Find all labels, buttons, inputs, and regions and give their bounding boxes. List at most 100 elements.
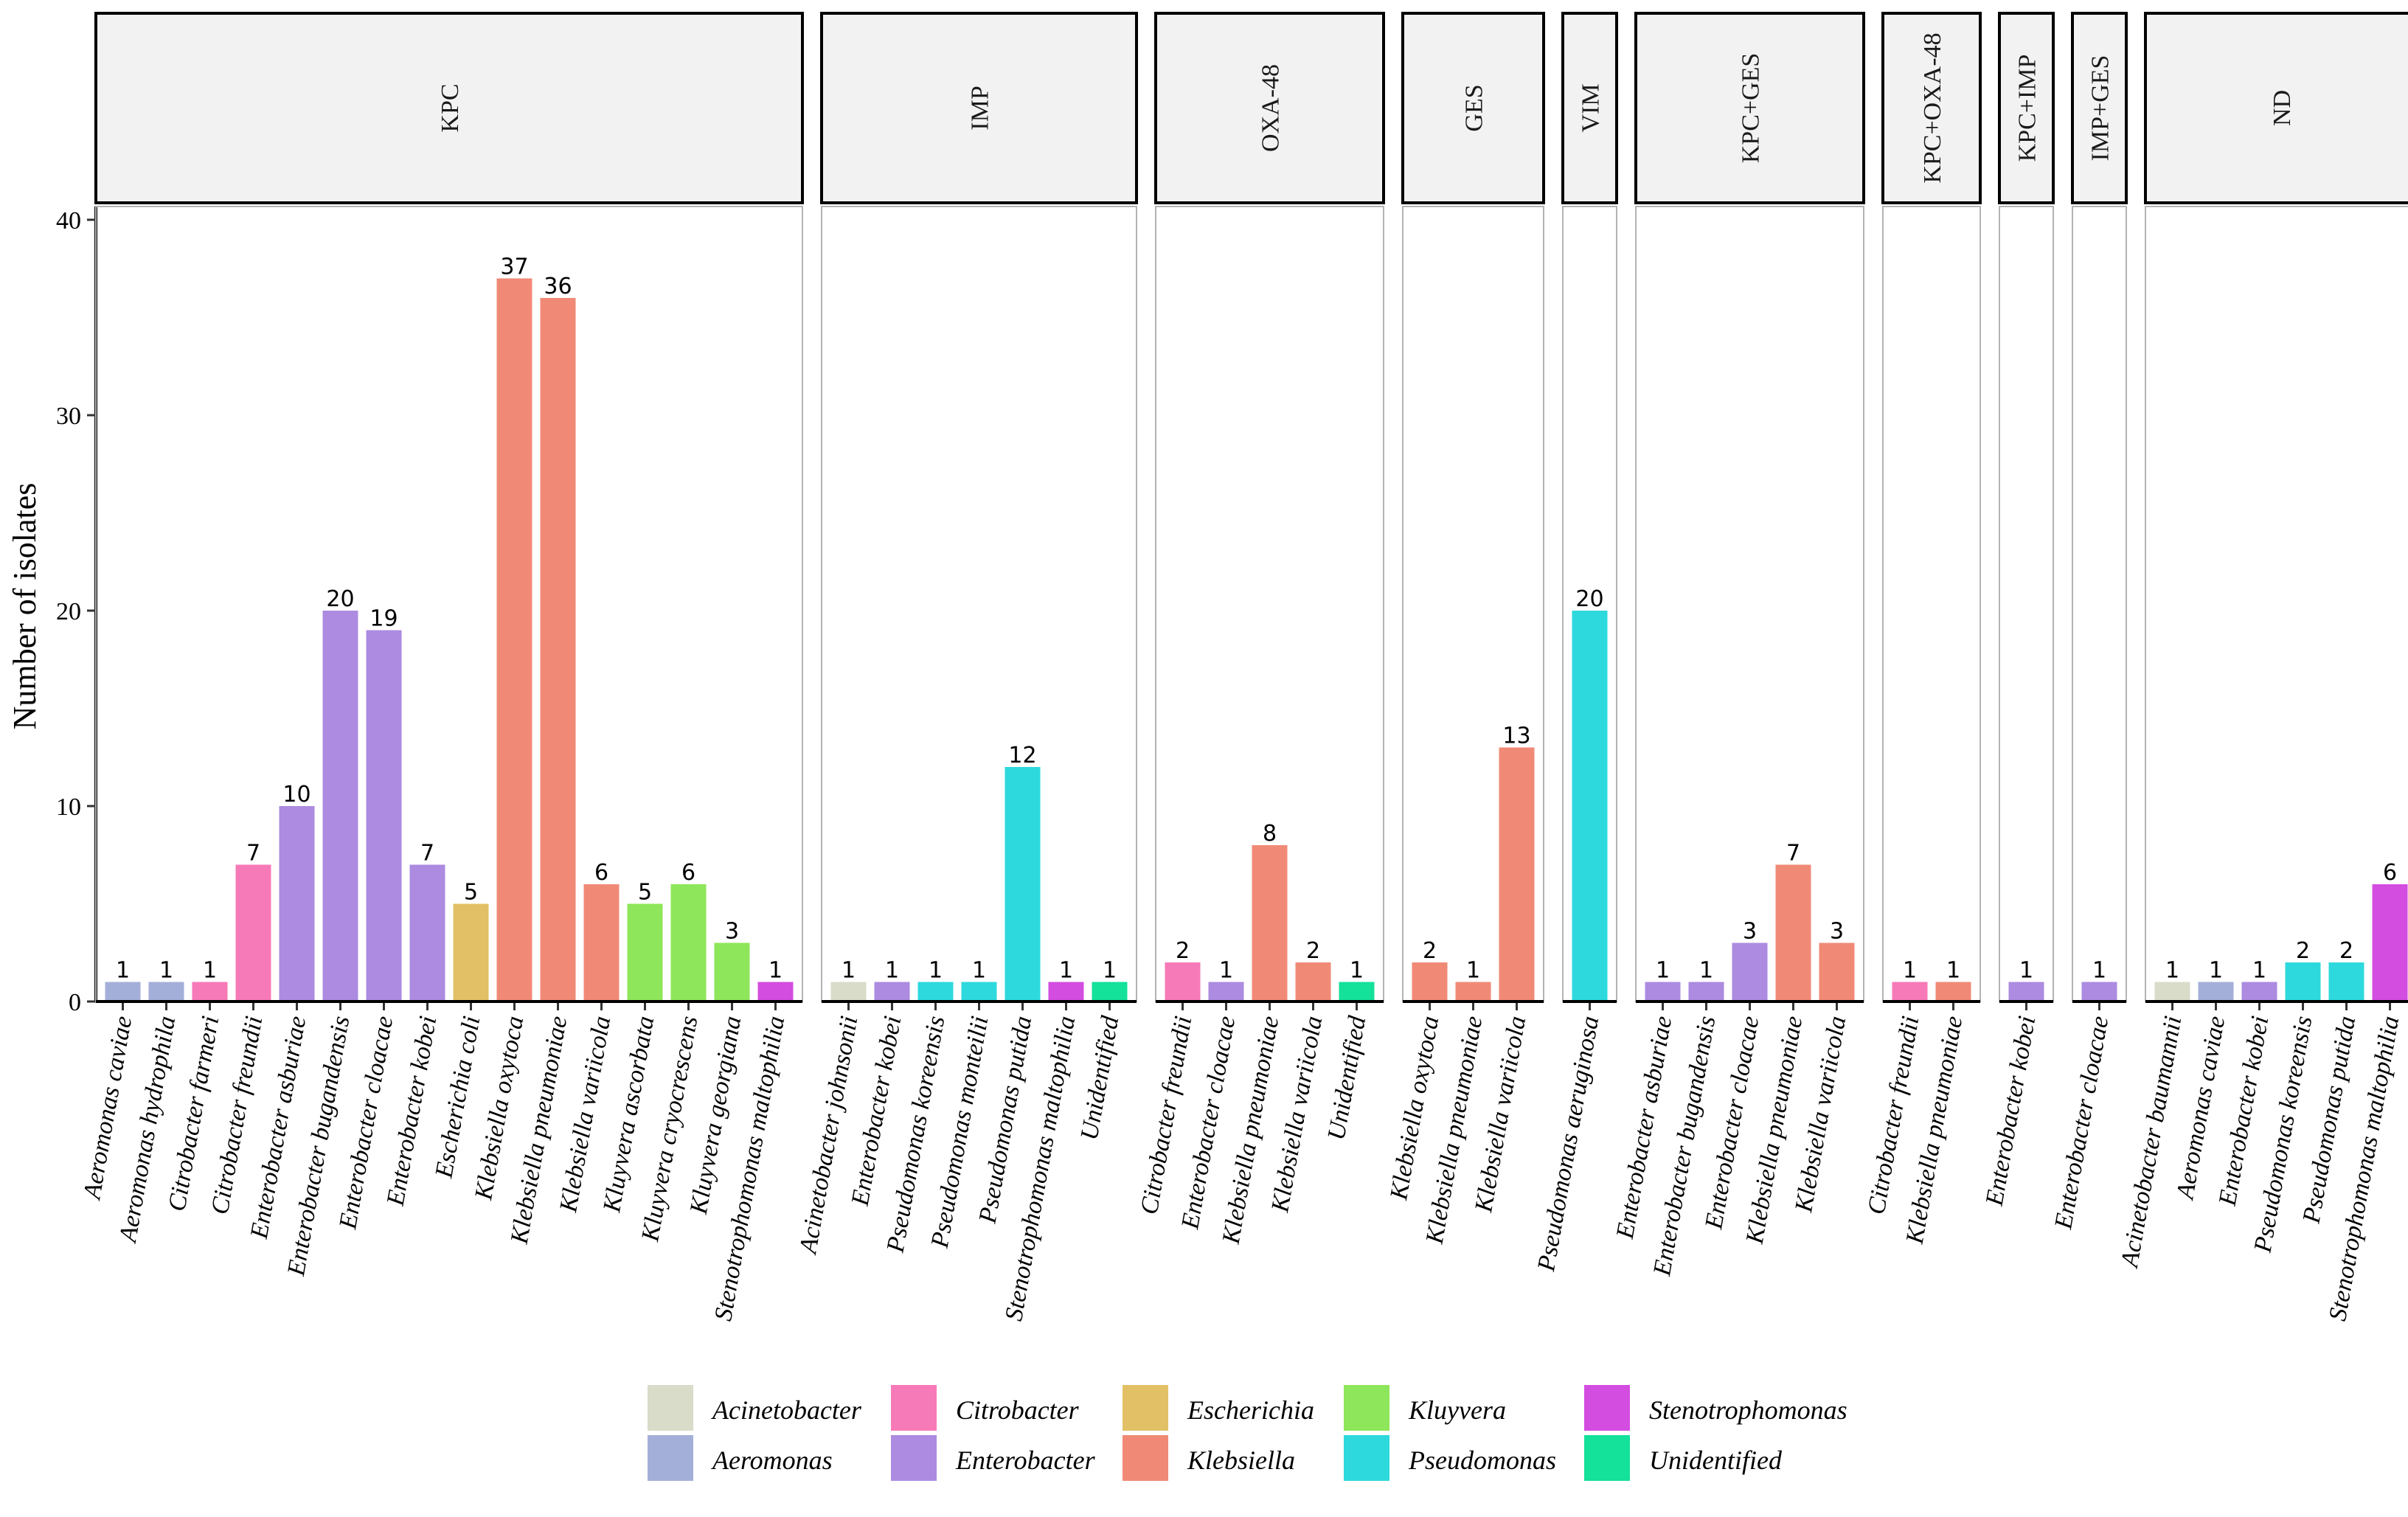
panel-vim: VIM 20 Pseudomonas aeruginosa: [1533, 12, 1618, 1274]
panel-border: [95, 206, 803, 1002]
bar-value-label: 12: [1008, 743, 1036, 768]
bar-kpc-aeromonas-hydrophila: [148, 982, 184, 1002]
bar-nd-pseudomonas-putida: [2328, 962, 2364, 1002]
legend-label: Enterobacter: [955, 1445, 1096, 1475]
legend-swatch: [1344, 1385, 1389, 1431]
bar-value-label: 2: [2296, 938, 2310, 964]
legend-item-klebsiella: Klebsiella: [1123, 1435, 1295, 1481]
legend-swatch: [1123, 1385, 1168, 1431]
strip-label: ND: [2269, 90, 2296, 126]
strip-label: KPC: [437, 83, 464, 132]
bar-value-label: 1: [885, 958, 899, 984]
legend-swatch: [648, 1435, 693, 1481]
bar-value-label: 6: [594, 860, 608, 886]
legend-label: Klebsiella: [1187, 1445, 1295, 1475]
bar-value-label: 19: [369, 606, 398, 632]
x-tick-label: Acinetobacter baumannii: [2116, 1014, 2187, 1271]
bar-kpc-ges-enterobacter-cloacae: [1732, 943, 1768, 1002]
bar-imp-ges-enterobacter-cloacae: [2081, 982, 2117, 1002]
bar-value-label: 20: [1575, 586, 1603, 612]
bar-value-label: 1: [1656, 958, 1670, 984]
strip-header: [1561, 12, 1618, 204]
legend-item-acinetobacter: Acinetobacter: [648, 1385, 862, 1431]
bar-imp-pseudomonas-koreensis: [917, 982, 954, 1002]
bar-value-label: 1: [159, 958, 173, 984]
bar-value-label: 1: [116, 958, 130, 984]
strip-header: [2144, 12, 2408, 204]
bar-vim-pseudomonas-aeruginosa: [1572, 611, 1608, 1002]
strip-label: GES: [1461, 84, 1488, 131]
bar-value-label: 1: [1699, 958, 1713, 984]
strip-header: [2071, 12, 2128, 204]
bar-kpc-ges-enterobacter-bugandensis: [1688, 982, 1724, 1002]
bar-value-label: 37: [500, 254, 528, 280]
bar-ges-klebsiella-pneumoniae: [1455, 982, 1491, 1002]
bar-kpc-klebsiella-pneumoniae: [540, 298, 576, 1002]
bar-value-label: 1: [842, 958, 856, 984]
legend-swatch: [891, 1435, 937, 1481]
legend-item-enterobacter: Enterobacter: [891, 1435, 1096, 1481]
bar-kpc-ges-klebsiella-pneumoniae: [1775, 864, 1811, 1002]
bar-value-label: 1: [972, 958, 986, 984]
bar-value-label: 7: [1786, 841, 1800, 867]
bar-oxa-48-citrobacter-freundii: [1165, 962, 1201, 1002]
bar-value-label: 1: [1219, 958, 1233, 984]
bar-value-label: 6: [2383, 860, 2397, 886]
panel-border: [821, 206, 1137, 1002]
bar-imp-pseudomonas-monteilii: [961, 982, 997, 1002]
y-axis: 0 10 20 30 40: [56, 206, 97, 1016]
bar-value-label: 5: [464, 880, 478, 906]
bar-value-label: 1: [1466, 958, 1480, 984]
bar-value-label: 7: [246, 841, 260, 867]
strip-header: [820, 12, 1138, 204]
panel-imp-ges: IMP+GES 1 Enterobacter cloacae: [2050, 12, 2128, 1232]
legend-label: Unidentified: [1649, 1445, 1783, 1475]
bar-kpc-imp-enterobacter-kobei: [2008, 982, 2044, 1002]
bar-ges-klebsiella-oxytoca: [1412, 962, 1448, 1002]
y-tick-label: 30: [56, 403, 81, 430]
bar-nd-stenotrophomonas-maltophilia: [2372, 884, 2408, 1002]
bar-imp-acinetobacter-johnsonii: [830, 982, 867, 1002]
y-tick-label: 10: [56, 794, 81, 821]
strip-header: [94, 12, 804, 204]
bar-nd-pseudomonas-koreensis: [2285, 962, 2321, 1002]
x-tick-label: Acinetobacter johnsonii: [794, 1014, 863, 1257]
x-tick-label: Enterobacter kobei: [1981, 1014, 2041, 1209]
bar-value-label: 1: [2019, 958, 2033, 984]
panel-border: [1882, 206, 1981, 1002]
panel-border: [1635, 206, 1864, 1002]
bar-value-label: 5: [638, 880, 652, 906]
bar-imp-pseudomonas-putida: [1005, 767, 1041, 1002]
y-axis-label: Number of isolates: [7, 483, 43, 730]
strip-header: [1154, 12, 1385, 204]
bar-kpc-ges-enterobacter-asburiae: [1645, 982, 1681, 1002]
bar-oxa-48-enterobacter-cloacae: [1208, 982, 1244, 1002]
legend-label: Kluyvera: [1408, 1395, 1506, 1425]
legend-swatch: [891, 1385, 937, 1431]
legend-label: Citrobacter: [956, 1395, 1080, 1425]
y-tick-label: 20: [56, 598, 81, 625]
panel-kpc-imp: KPC+IMP 1 Enterobacter kobei: [1981, 12, 2055, 1209]
legend-item-pseudomonas: Pseudomonas: [1344, 1435, 1556, 1481]
y-tick-label: 0: [69, 989, 81, 1016]
strip-header: [1881, 12, 1982, 204]
bar-nd-aeromonas-caviae: [2198, 982, 2234, 1002]
bar-kpc-oxa-48-klebsiella-pneumoniae: [1935, 982, 1971, 1002]
bar-nd-acinetobacter-baumannii: [2154, 982, 2190, 1002]
bar-kpc-enterobacter-bugandensis: [322, 611, 358, 1002]
bar-value-label: 10: [282, 782, 310, 808]
bar-kpc-kluyvera-cryocrescens: [670, 884, 707, 1002]
legend-label: Pseudomonas: [1408, 1445, 1556, 1475]
panel-border: [2145, 206, 2408, 1002]
bar-value-label: 13: [1502, 723, 1530, 749]
legend-swatch: [648, 1385, 693, 1431]
bar-value-label: 1: [1903, 958, 1917, 984]
bar-value-label: 1: [2092, 958, 2106, 984]
bar-value-label: 3: [1743, 919, 1757, 945]
